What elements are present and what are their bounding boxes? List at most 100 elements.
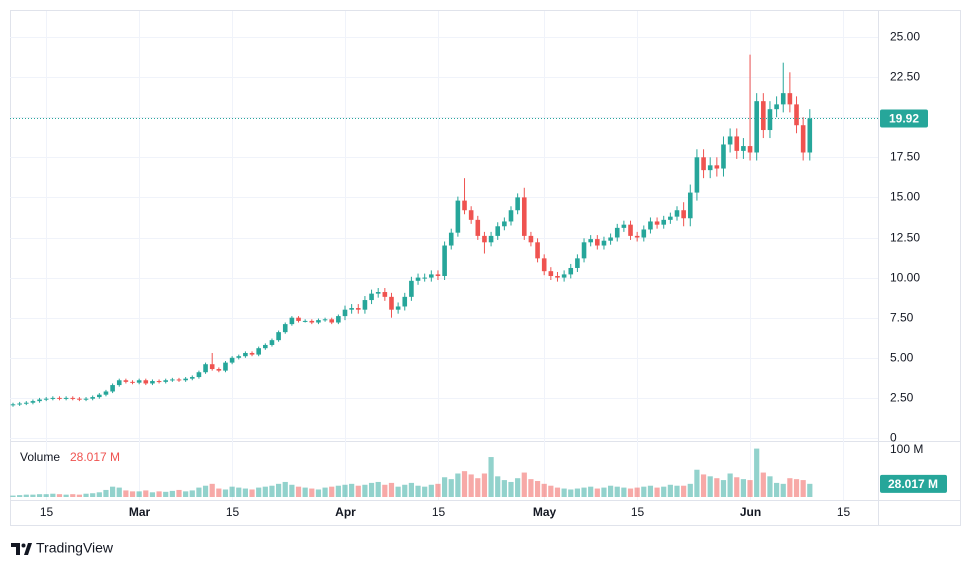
marks [10, 54, 878, 497]
candle-body [422, 277, 427, 279]
candle-body [269, 340, 275, 345]
candle-body [50, 397, 56, 399]
candle-body [37, 399, 42, 402]
volume-title: Volume [20, 450, 60, 464]
volume-bar [461, 471, 468, 497]
volume-bar [740, 479, 746, 497]
candle-body [515, 197, 520, 211]
candle-body [707, 165, 713, 171]
candle-body [455, 200, 461, 233]
candle-body [714, 165, 720, 169]
candle-body [528, 235, 534, 243]
volume-bar [767, 476, 773, 497]
candle-body [482, 235, 487, 243]
volume-bar [495, 476, 501, 497]
volume-bar [17, 495, 23, 497]
candle-body [77, 398, 82, 400]
candle-body [488, 235, 494, 243]
y-tick-label: 12.50 [890, 231, 920, 245]
candle-body [668, 216, 673, 220]
y-tick-label: 15.00 [890, 190, 920, 204]
candle-body [130, 381, 135, 383]
volume-bar [329, 486, 335, 497]
volume-bar [674, 485, 680, 497]
x-tick-label: 15 [631, 505, 645, 519]
volume-bar [295, 486, 302, 497]
volume-bar [176, 489, 182, 497]
last-price-label: 19.92 [889, 112, 919, 126]
volume-bar [754, 448, 760, 497]
volume-bar [588, 486, 594, 497]
volume-bar [149, 492, 156, 497]
candle-body [143, 380, 149, 384]
volume-bar [269, 485, 275, 497]
volume-bar [116, 487, 122, 497]
volume-bar [315, 489, 322, 497]
chart-frame [10, 10, 961, 526]
candle-body [721, 144, 726, 169]
x-tick-label: 15 [837, 505, 851, 519]
volume-value: 28.017 M [70, 450, 120, 464]
volume-bar [183, 491, 189, 497]
candle-body [30, 401, 36, 403]
volume-bar [402, 484, 408, 497]
candle-body [382, 292, 388, 297]
y-tick-label: 22.50 [890, 70, 920, 84]
candle-body [176, 379, 182, 381]
candle-body [395, 306, 401, 310]
candle-body [701, 157, 706, 171]
candle-body [581, 242, 587, 259]
candle-body [349, 308, 354, 310]
volume-bar [123, 490, 129, 497]
candle-body [734, 136, 740, 151]
volume-bar [793, 479, 800, 497]
volume-bar [289, 484, 295, 497]
volume-bar [202, 485, 209, 497]
candle-body [209, 364, 215, 370]
grid [10, 11, 878, 500]
volume-bar [734, 477, 740, 497]
candle-body [621, 224, 627, 228]
candle-body [628, 224, 633, 236]
volume-bar [302, 487, 308, 497]
candle-body [681, 210, 686, 219]
candle-body [10, 404, 16, 406]
candle-body [548, 271, 554, 276]
candle-body [588, 239, 593, 243]
volume-bar [355, 485, 361, 497]
candle-body [389, 296, 394, 310]
volume-tick-label: 100 M [890, 442, 923, 456]
volume-bar [163, 491, 169, 497]
y-tick-label: 10.00 [890, 271, 920, 285]
candle-body [336, 316, 341, 323]
candle-body [249, 352, 255, 355]
volume-bar [222, 489, 229, 497]
candle-body [747, 146, 753, 153]
candle-body [90, 397, 95, 399]
volume-bar [614, 486, 620, 497]
candle-body [23, 402, 29, 404]
volume-bar [229, 486, 235, 497]
volume-bar [422, 486, 428, 497]
volume-bar [110, 486, 116, 497]
volume-bar [143, 490, 149, 497]
candle-body [276, 332, 281, 341]
candle-body [70, 397, 76, 399]
volume-bar [428, 484, 434, 497]
candle-body [196, 372, 202, 378]
candle-body [97, 394, 102, 398]
volume-bar [654, 487, 660, 497]
volume-bar [700, 474, 707, 497]
volume-bar [608, 485, 614, 497]
volume-bar [43, 494, 49, 497]
candle-body [694, 157, 700, 193]
candle-body [57, 397, 62, 399]
candle-body [535, 242, 540, 259]
volume-bar [481, 473, 488, 497]
candle-body [774, 104, 779, 110]
candle-body [369, 293, 374, 301]
volume-bar [720, 480, 727, 497]
candle-body [243, 352, 248, 357]
candle-body [541, 258, 547, 272]
